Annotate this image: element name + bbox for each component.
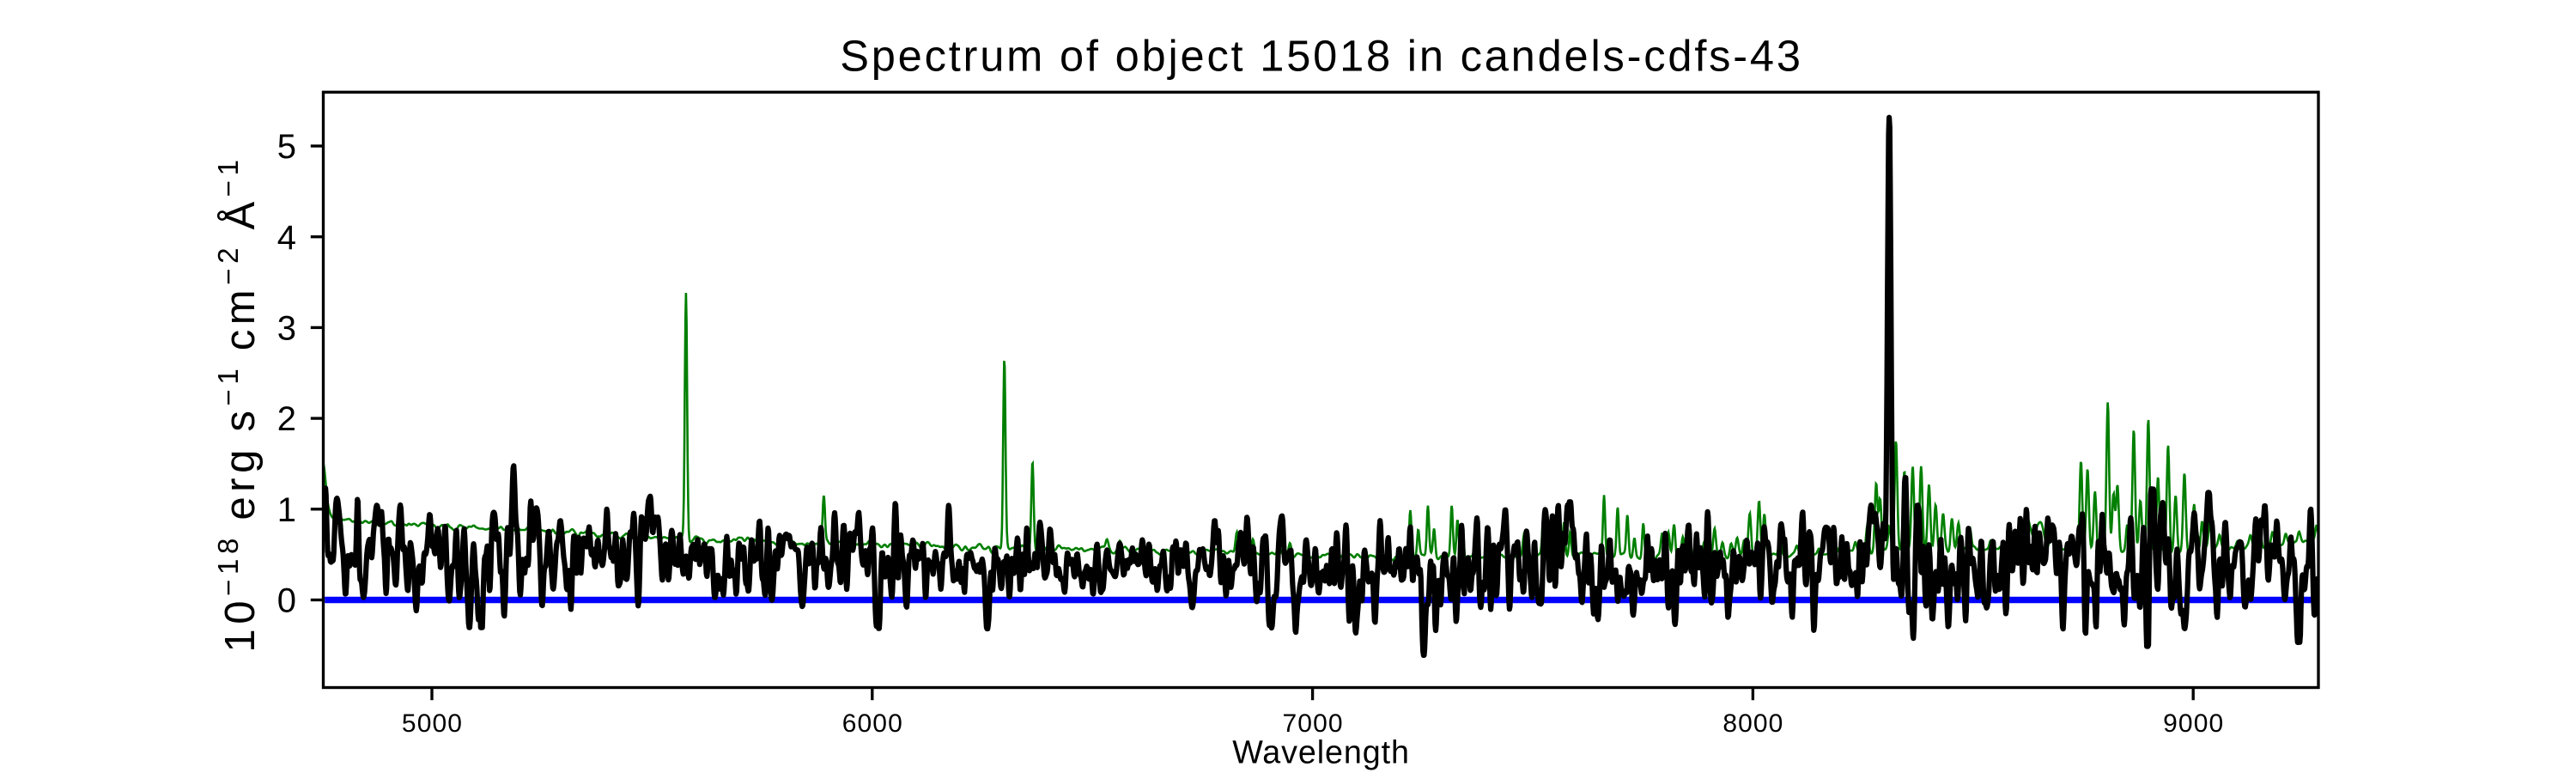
- svg-text:1: 1: [277, 491, 296, 529]
- svg-text:0: 0: [277, 582, 296, 620]
- svg-text:6000: 6000: [842, 709, 903, 738]
- svg-text:8000: 8000: [1722, 709, 1783, 738]
- svg-text:4: 4: [277, 219, 296, 257]
- svg-text:5: 5: [277, 128, 296, 166]
- svg-text:Wavelength: Wavelength: [1232, 734, 1410, 770]
- svg-text:5000: 5000: [402, 709, 463, 738]
- svg-text:10−18 erg s−1 cm−2 Å−1: 10−18 erg s−1 cm−2 Å−1: [212, 155, 264, 652]
- svg-text:9000: 9000: [2163, 709, 2224, 738]
- svg-text:2: 2: [277, 400, 296, 438]
- svg-text:Spectrum of object 15018 in ca: Spectrum of object 15018 in candels-cdfs…: [840, 31, 1803, 80]
- svg-text:3: 3: [277, 310, 296, 348]
- svg-text:7000: 7000: [1283, 709, 1344, 738]
